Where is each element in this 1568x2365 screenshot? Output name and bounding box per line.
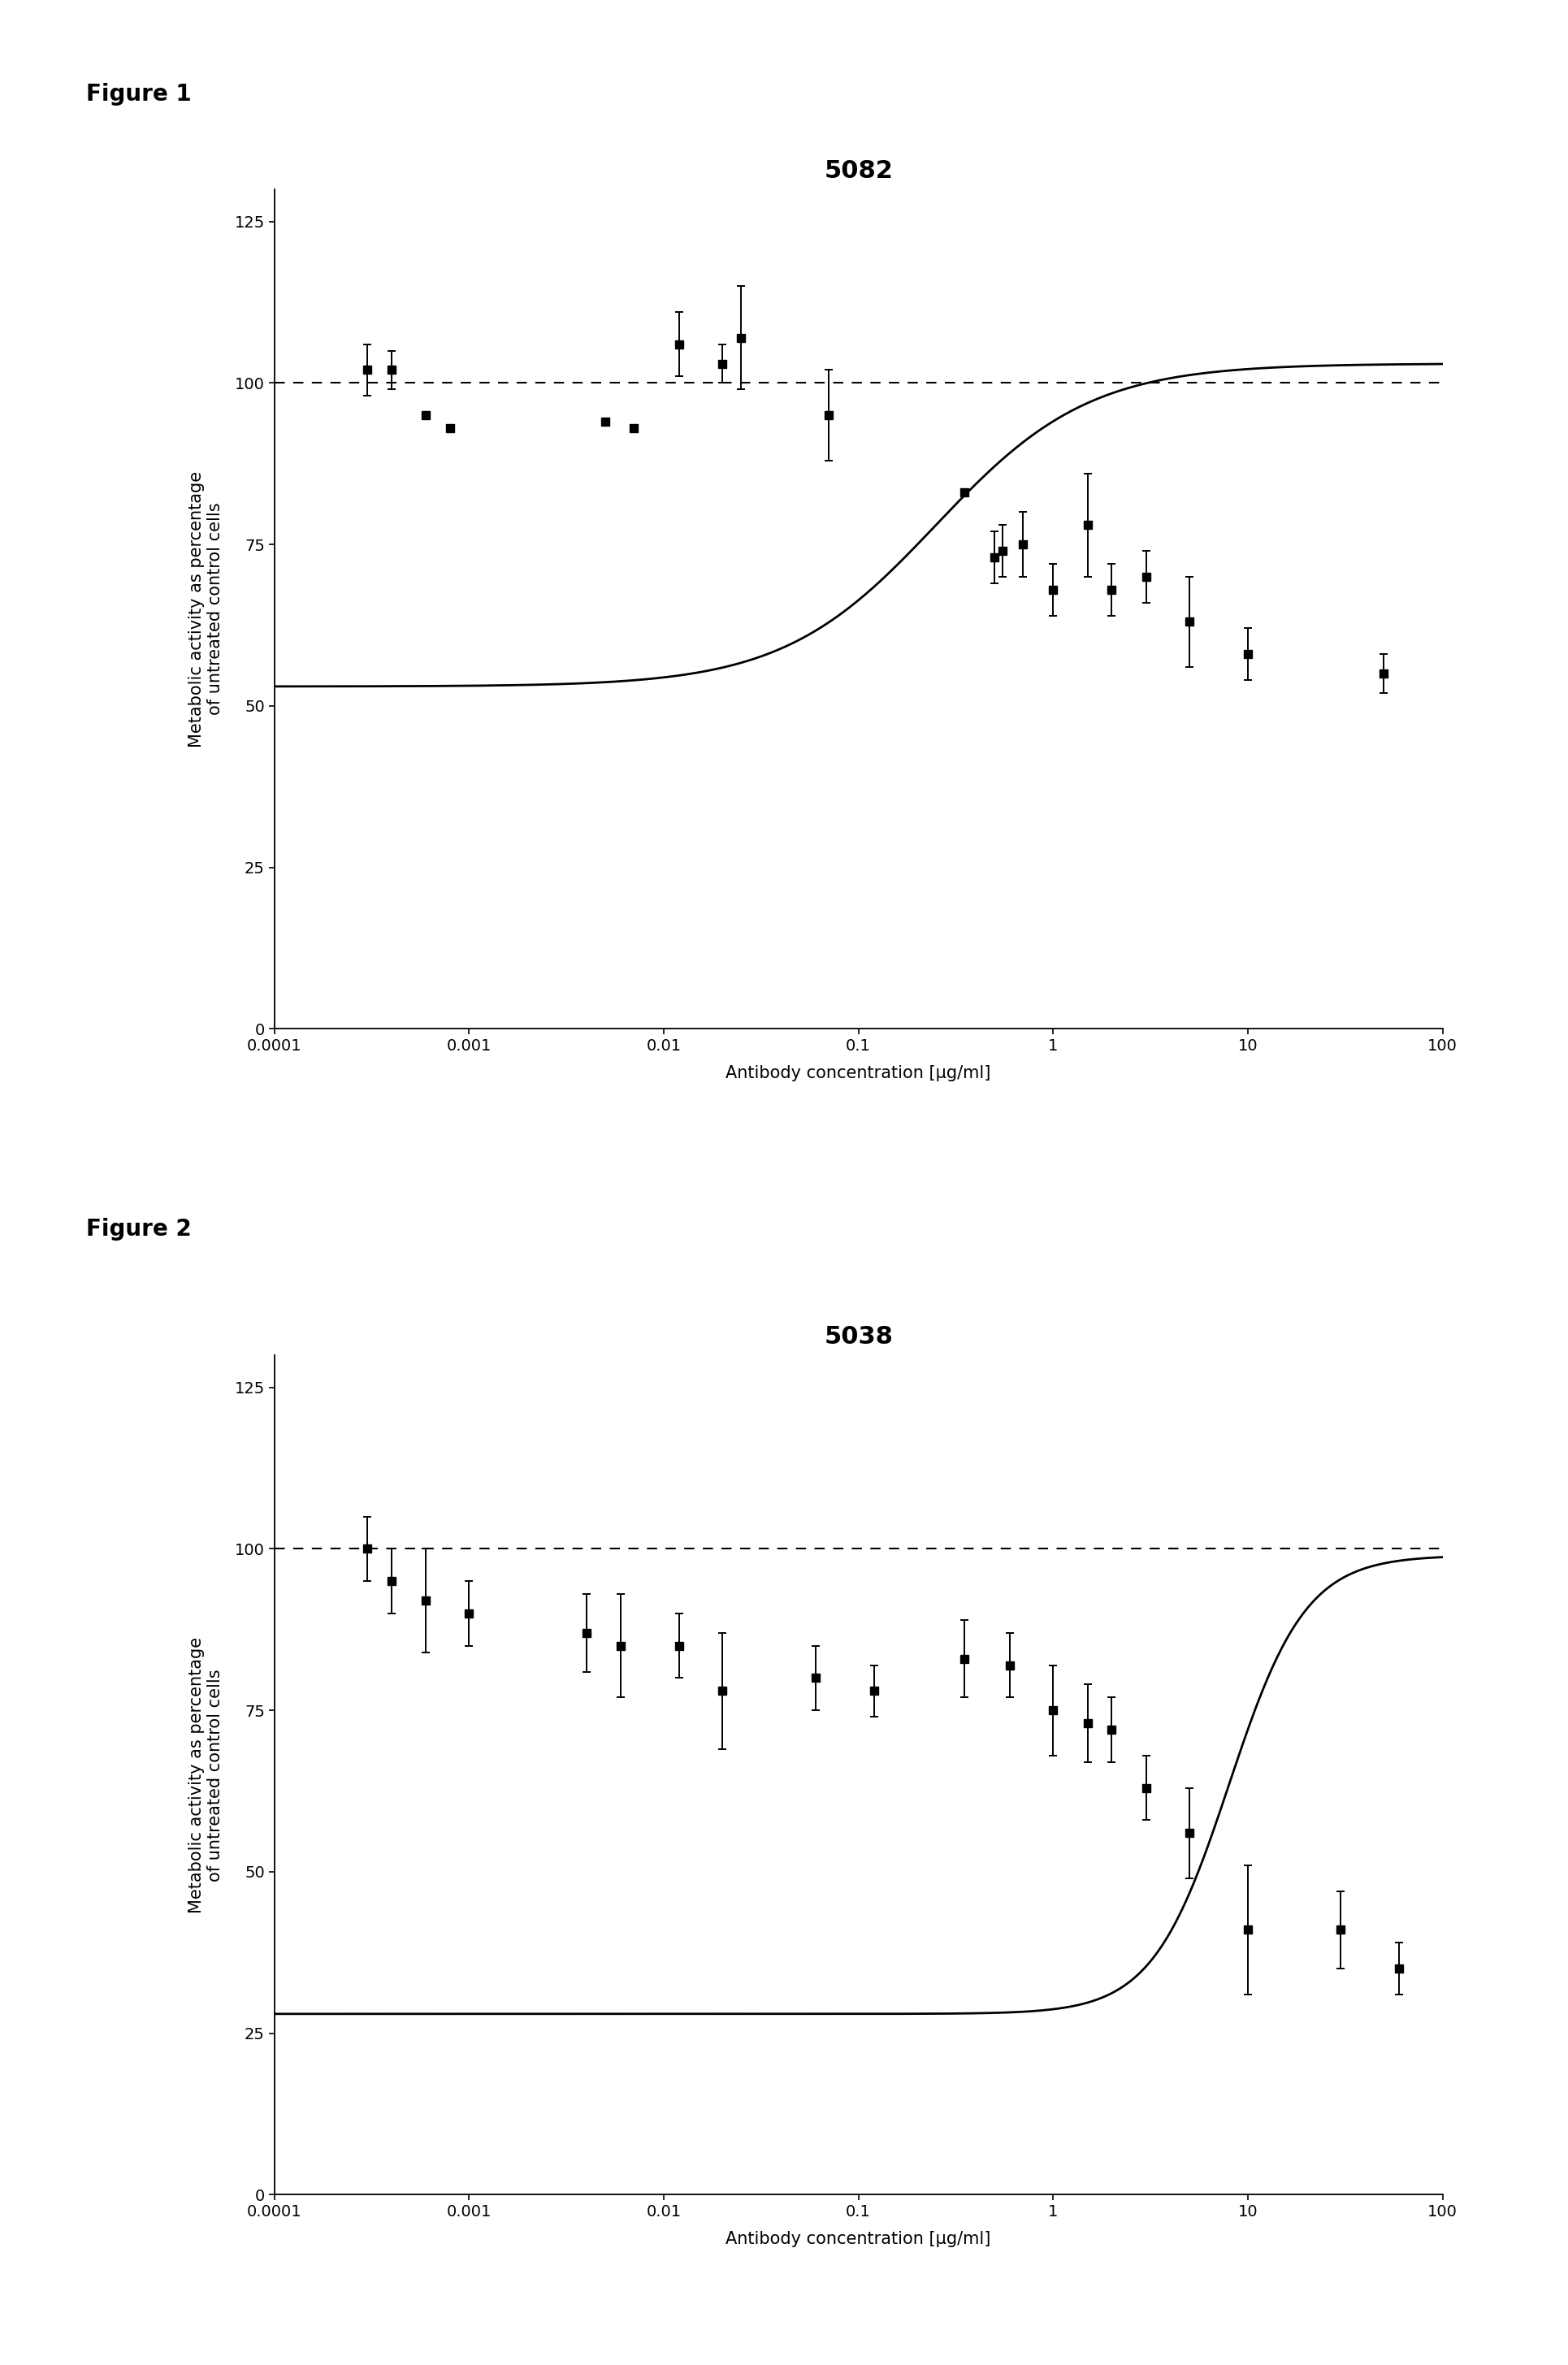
X-axis label: Antibody concentration [µg/ml]: Antibody concentration [µg/ml] xyxy=(726,2230,991,2247)
Y-axis label: Metabolic activity as percentage
of untreated control cells: Metabolic activity as percentage of untr… xyxy=(188,471,223,747)
X-axis label: Antibody concentration [µg/ml]: Antibody concentration [µg/ml] xyxy=(726,1064,991,1081)
Title: 5082: 5082 xyxy=(825,158,892,182)
Title: 5038: 5038 xyxy=(825,1324,892,1348)
Text: Figure 1: Figure 1 xyxy=(86,83,191,106)
Y-axis label: Metabolic activity as percentage
of untreated control cells: Metabolic activity as percentage of untr… xyxy=(188,1637,223,1913)
Text: Figure 2: Figure 2 xyxy=(86,1218,191,1242)
